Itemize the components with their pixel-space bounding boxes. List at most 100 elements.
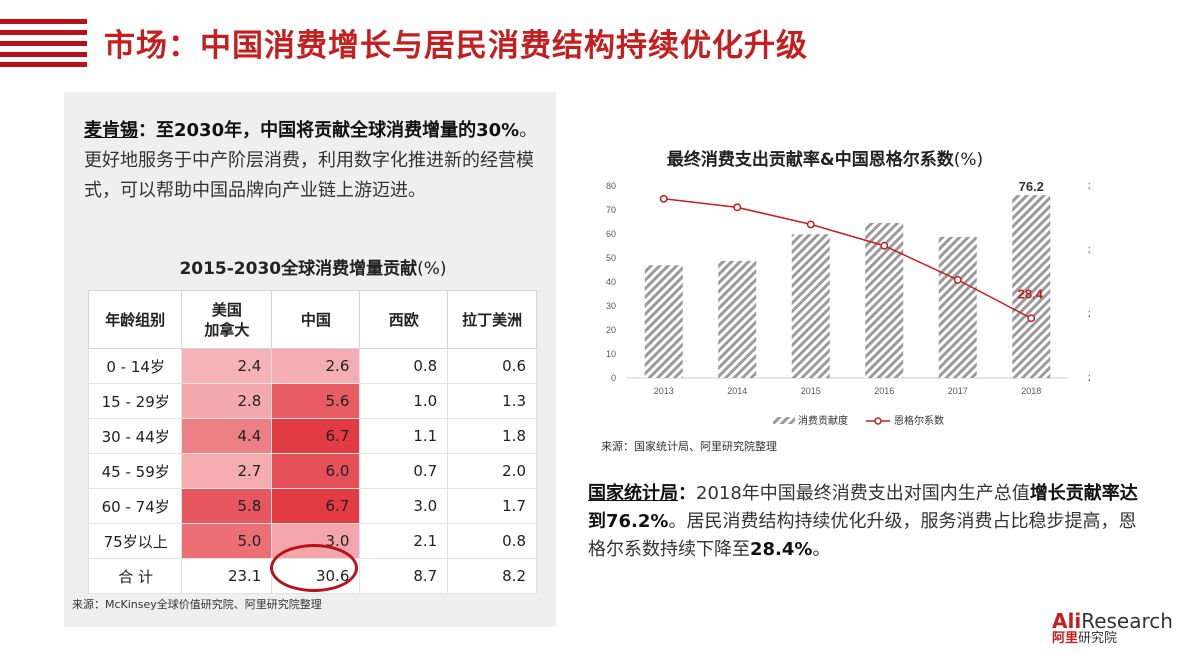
china-total-highlight-circle [270,544,358,592]
bar-2013 [644,265,683,378]
table-row: 45 - 59岁 2.7 6.0 0.7 2.0 [87,453,537,489]
value-cell: 0.8 [359,348,449,384]
logo-cn-bold: 阿里 [1052,631,1079,646]
value-cell: 0.6 [447,348,537,384]
y-left-tick-label: 0 [611,373,616,383]
logo-cn: 阿里研究院 [1052,630,1173,648]
value-cell: 2.0 [447,453,537,489]
value-cell: 2.4 [181,348,273,384]
y-left-tick-label: 30 [606,301,616,311]
table-title-unit: (%) [417,259,447,279]
statement-source: 国家统计局 [588,483,678,504]
age-group-cell: 30 - 44岁 [87,418,183,454]
engel-point-2014 [733,203,742,212]
value-cell: 5.6 [271,383,361,419]
value-cell: 8.7 [359,558,449,594]
table-header-text: 西欧 [388,310,419,329]
legend-line-label: 恩格尔系数 [894,414,944,427]
y-right-tick-label: 30 [1088,245,1090,255]
table-body: 0 - 14岁 2.4 2.6 0.8 0.6 15 - 29岁 2.8 5.6 1.0 1.3 3… [87,348,537,594]
value-cell: 1.0 [359,383,449,419]
bar-2015 [791,234,830,378]
legend-bar-swatch [773,417,795,424]
chart-title: 最终消费支出贡献率&中国恩格尔系数(%) [590,145,1060,170]
x-tick-label: 2018 [1021,386,1041,396]
y-right-tick-label: 31.5 [1088,181,1090,191]
logo-en-bold: Ali [1052,609,1082,633]
table-header-cell: 年龄组别 [87,290,183,349]
table-row: 60 - 74岁 5.8 6.7 3.0 1.7 [87,488,537,524]
chart-title-text: 最终消费支出贡献率&中国恩格尔系数 [666,150,954,170]
table-header-row: 年龄组别 美国 加拿大 中国 西欧 拉丁美洲 [87,290,537,349]
chart-title-unit: (%) [953,150,984,170]
value-cell: 3.0 [359,488,449,524]
y-left-tick-label: 50 [606,253,616,263]
table-header-text: 拉丁美洲 [462,310,523,329]
value-cell: 2.8 [181,383,273,419]
value-cell: 5.0 [181,523,273,559]
mckinsey-quote: 麦肯锡：至2030年，中国将贡献全球消费增量的30%。更好地服务于中产阶层消费，… [84,116,544,206]
statement-part-1: 2018年中国最终消费支出对国内生产总值 [696,483,1030,504]
engel-point-2013 [659,194,668,203]
value-cell: 0.8 [447,523,537,559]
legend-bar-label: 消费贡献度 [798,414,848,427]
engel-point-2015 [806,220,815,229]
statement-part-2: 。居民消费结构持续优化升级，服务消费占比稳步提高，恩格尔系数持续下降至 [588,511,1137,560]
y-left-tick-label: 80 [606,181,616,191]
age-group-cell: 15 - 29岁 [87,383,183,419]
table-header-text: 美国 [211,300,242,319]
table-header-cell: 西欧 [359,290,449,349]
value-cell: 2.6 [271,348,361,384]
consumption-engel-chart: 0 10 20 30 40 50 60 70 80 27 28.5 30 31.5 2013 2014 201… [606,179,1090,427]
statement-highlight-1: 增长贡献率达到76.2% [588,483,1138,532]
bar-2014 [718,260,757,378]
y-left-tick-label: 10 [606,349,616,359]
table-title: 2015-2030全球消费增量贡献(%) [88,254,538,279]
chart-source: 来源：国家统计局、阿里研究院整理 [601,440,777,453]
table-title-text: 2015-2030全球消费增量贡献 [179,259,418,279]
bar-data-label: 76.2 [1019,179,1044,194]
value-cell: 0.7 [359,453,449,489]
engel-line [663,198,1032,319]
value-cell: 6.7 [271,488,361,524]
value-cell: 1.7 [447,488,537,524]
value-cell: 5.8 [181,488,273,524]
age-group-cell: 合 计 [87,558,183,594]
engel-point-2017 [953,275,962,284]
y-right-tick-label: 27 [1088,373,1090,383]
table-header-cell: 中国 [271,290,361,349]
age-group-cell: 75岁以上 [87,523,183,559]
age-group-cell: 0 - 14岁 [87,348,183,384]
quote-body: 。更好地服务于中产阶层消费，利用数字化推进新的经营模式，可以帮助中国品牌向产业链… [84,120,538,201]
value-cell: 2.7 [181,453,273,489]
value-cell: 8.2 [447,558,537,594]
slide-title: 市场：中国消费增长与居民消费结构持续优化升级 [104,28,808,64]
engel-point-2016 [880,241,889,250]
table-header-text: 中国 [300,310,331,329]
y-left-tick-label: 70 [606,205,616,215]
table-row: 30 - 44岁 4.4 6.7 1.1 1.8 [87,418,537,454]
aliresearch-logo: AliResearch 阿里研究院 [1052,609,1173,648]
statement-highlight-2: 28.4% [750,539,813,560]
table-header-cell: 拉丁美洲 [447,290,537,349]
x-tick-label: 2014 [727,386,747,396]
y-left-tick-label: 40 [606,277,616,287]
engel-point-2018 [1027,314,1036,323]
age-group-cell: 60 - 74岁 [87,488,183,524]
logo-cn-rest: 研究院 [1078,631,1118,646]
title-stripes [0,19,87,67]
table-header-text: 年龄组别 [105,310,166,329]
logo-en-rest: Research [1081,609,1173,633]
quote-separator: ： [138,120,156,141]
value-cell: 1.1 [359,418,449,454]
value-cell: 4.4 [181,418,273,454]
value-cell: 1.8 [447,418,537,454]
value-cell: 2.1 [359,523,449,559]
value-cell: 1.3 [447,383,537,419]
nbs-statement: 国家统计局：2018年中国最终消费支出对国内生产总值增长贡献率达到76.2%。居… [588,480,1148,564]
logo-en: AliResearch [1052,609,1173,633]
y-right-tick-label: 28.5 [1088,309,1090,319]
bar-2017 [938,236,977,378]
table-row: 0 - 14岁 2.4 2.6 0.8 0.6 [87,348,537,384]
statement-end: 。 [812,539,831,560]
